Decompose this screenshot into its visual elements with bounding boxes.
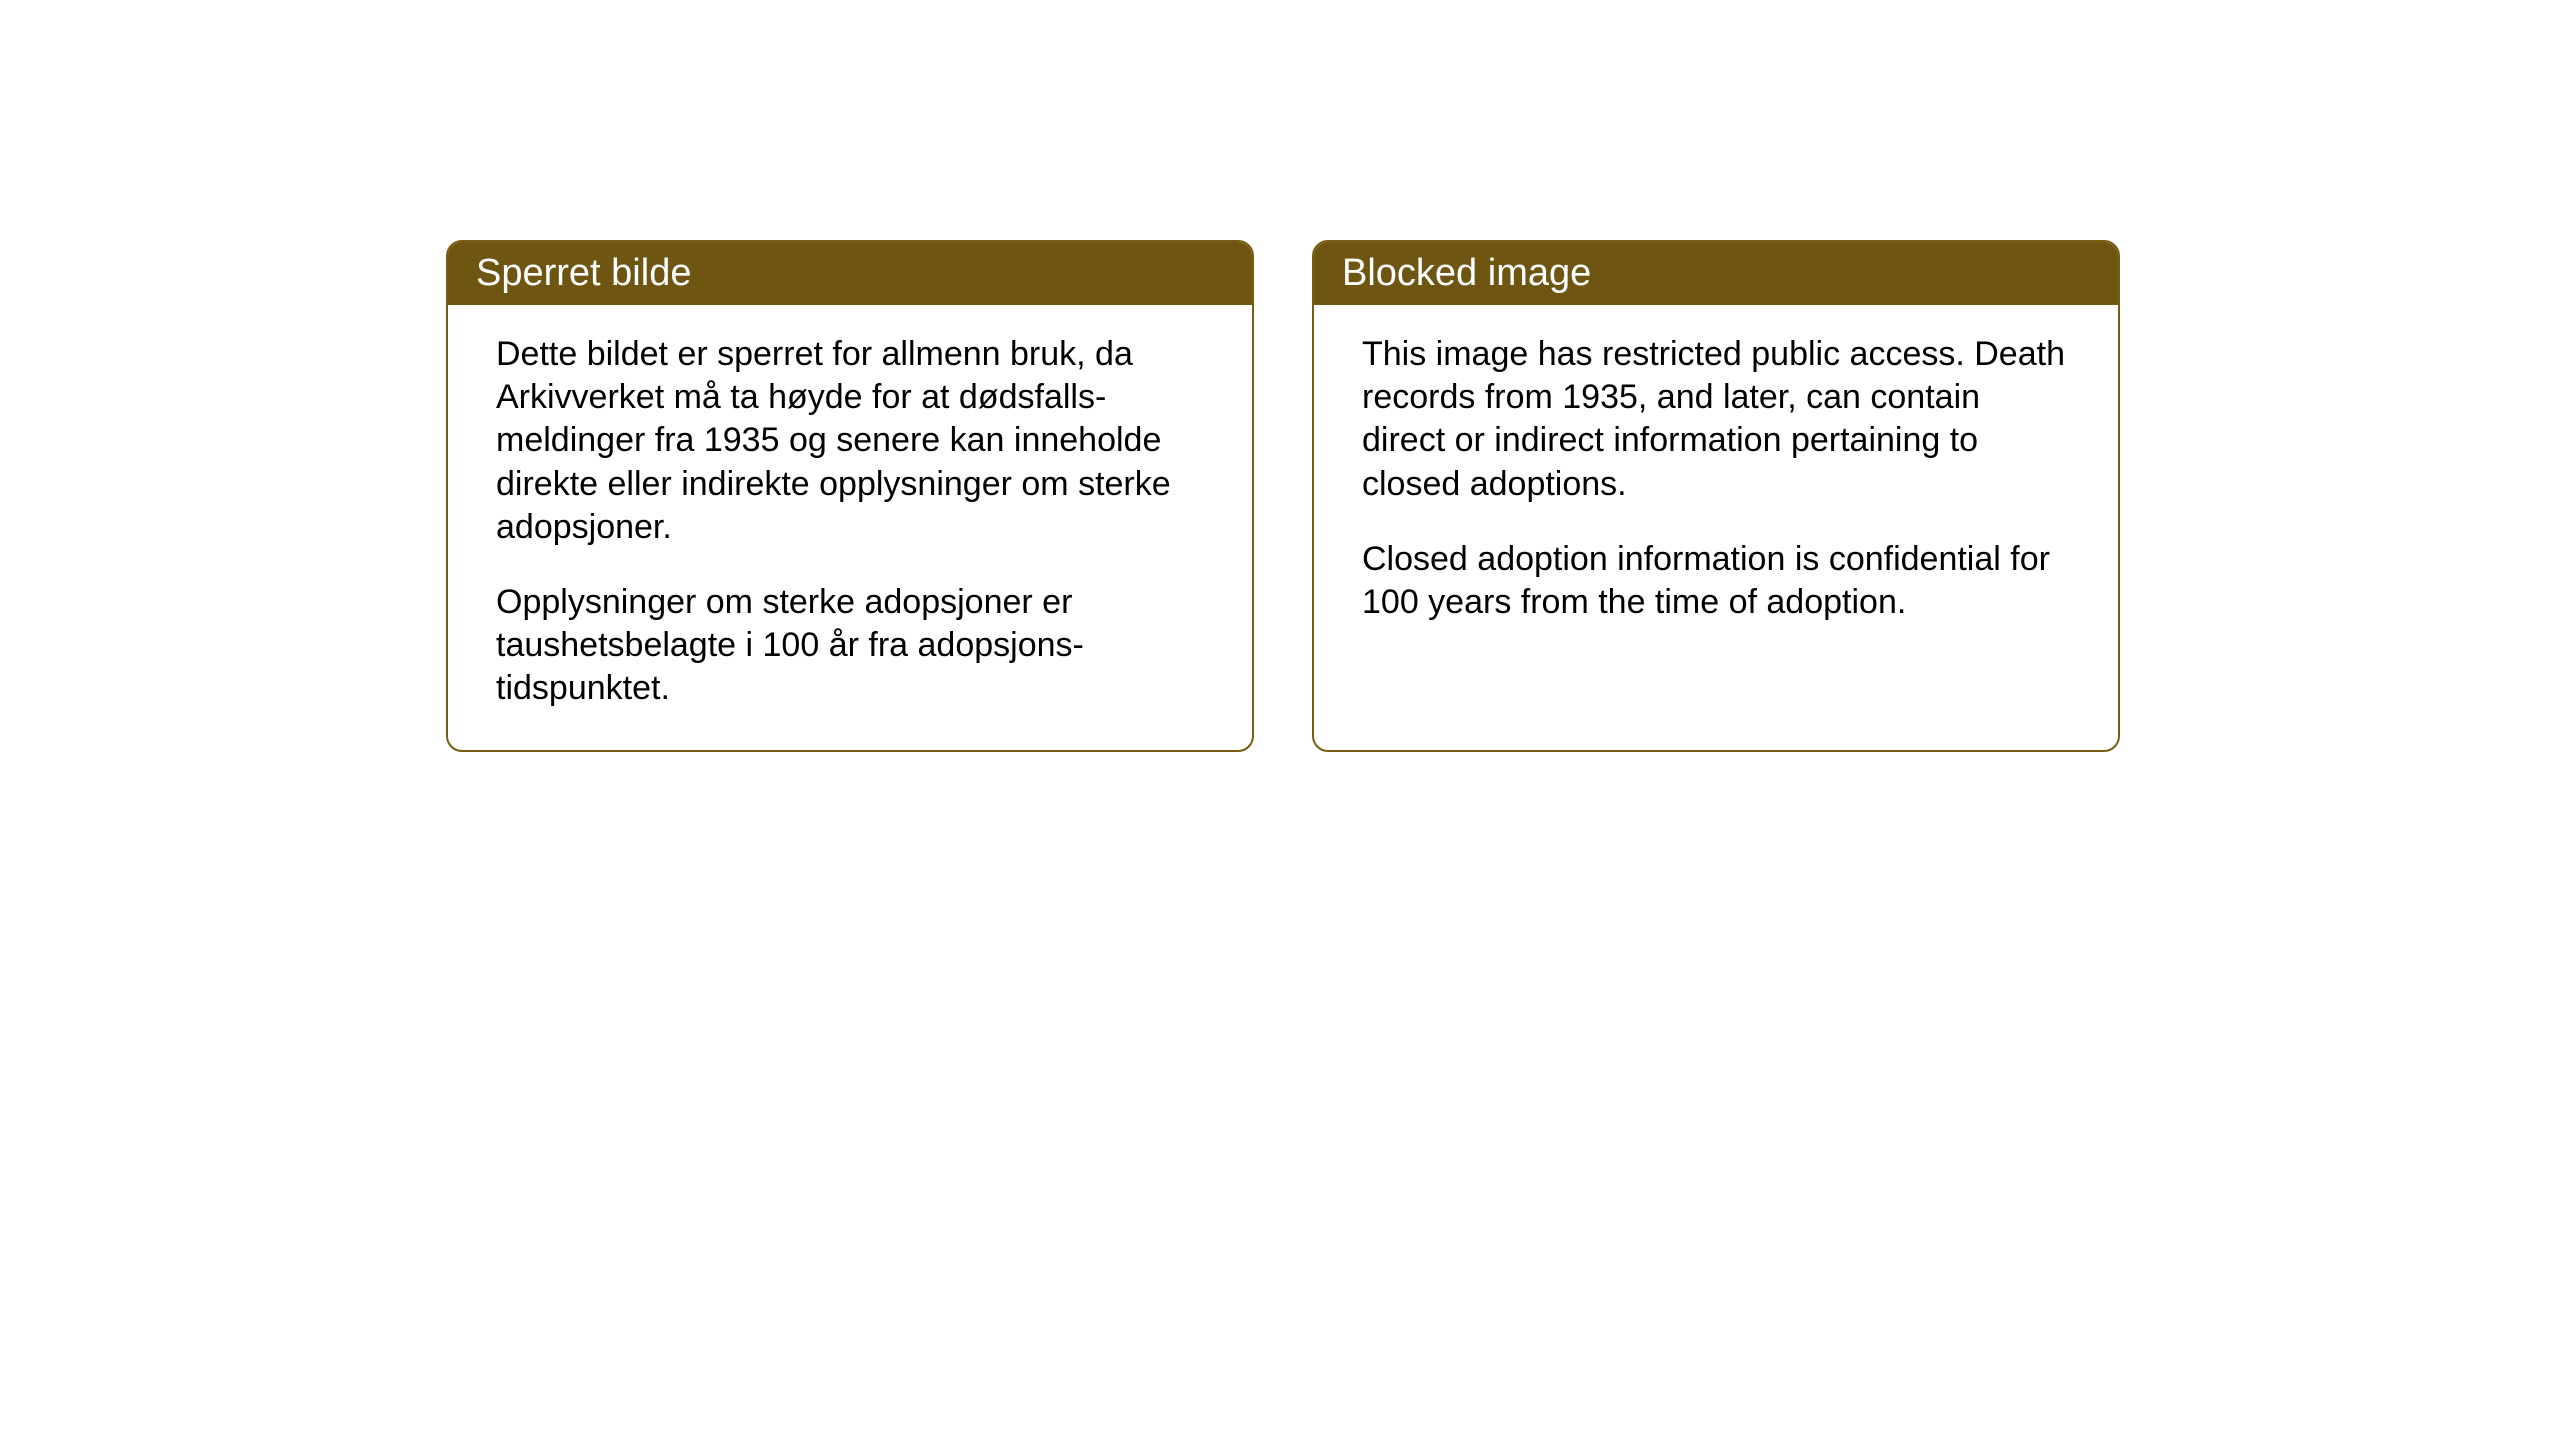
notice-cards-container: Sperret bilde Dette bildet er sperret fo… (446, 240, 2120, 752)
notice-paragraph-2-en: Closed adoption information is confident… (1362, 538, 2070, 624)
card-header-norwegian: Sperret bilde (448, 242, 1252, 305)
notice-paragraph-1-no: Dette bildet er sperret for allmenn bruk… (496, 333, 1204, 549)
notice-card-norwegian: Sperret bilde Dette bildet er sperret fo… (446, 240, 1254, 752)
card-body-english: This image has restricted public access.… (1314, 305, 2118, 660)
notice-paragraph-1-en: This image has restricted public access.… (1362, 333, 2070, 506)
card-header-english: Blocked image (1314, 242, 2118, 305)
notice-card-english: Blocked image This image has restricted … (1312, 240, 2120, 752)
notice-paragraph-2-no: Opplysninger om sterke adopsjoner er tau… (496, 581, 1204, 711)
card-body-norwegian: Dette bildet er sperret for allmenn bruk… (448, 305, 1252, 746)
